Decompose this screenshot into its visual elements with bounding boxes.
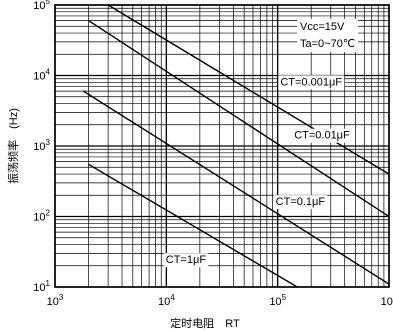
x-tick-label: 105: [269, 293, 286, 308]
x-tick-label: 106: [381, 293, 393, 308]
y-tick-label: 103: [33, 138, 50, 153]
conditions-bg: [297, 19, 359, 52]
condition-line-0: Vcc=15V: [300, 21, 345, 33]
series-label-1: CT=0.01μF: [294, 130, 350, 142]
series-line-0: [107, 4, 390, 175]
plot-frame: [54, 4, 390, 288]
series-line-1: [88, 20, 390, 218]
series-label-bg-1: [292, 128, 353, 143]
x-tick-label: 103: [47, 293, 64, 308]
series-lines: [83, 4, 390, 288]
series-labels: CT=0.001μF CT=0.01μF CT=0.1μF CT=1μF: [163, 75, 353, 268]
series-label-bg-0: [278, 75, 345, 90]
y-axis-title: 振荡频率 (Hz): [6, 108, 20, 184]
y-tick-label: 104: [33, 68, 50, 83]
x-axis-title: 定时电阻 RT: [170, 316, 240, 330]
conditions-annotation: Vcc=15V Ta=0~70℃: [297, 19, 359, 52]
y-tick-label: 105: [33, 0, 50, 12]
series-label-bg-3: [163, 253, 209, 268]
series-label-0: CT=0.001μF: [280, 76, 342, 88]
series-label-3: CT=1μF: [166, 254, 207, 266]
series-label-bg-2: [273, 195, 328, 210]
series-line-3: [88, 163, 298, 288]
x-tick-label: 104: [158, 293, 175, 308]
series-label-2: CT=0.1μF: [276, 196, 326, 208]
tick-labels: 103 104 105 106 101 102 103 104 105: [33, 0, 393, 308]
y-tick-label: 102: [33, 209, 50, 224]
y-tick-label: 101: [33, 279, 50, 294]
series-line-2: [83, 90, 390, 285]
condition-line-1: Ta=0~70℃: [300, 38, 355, 50]
